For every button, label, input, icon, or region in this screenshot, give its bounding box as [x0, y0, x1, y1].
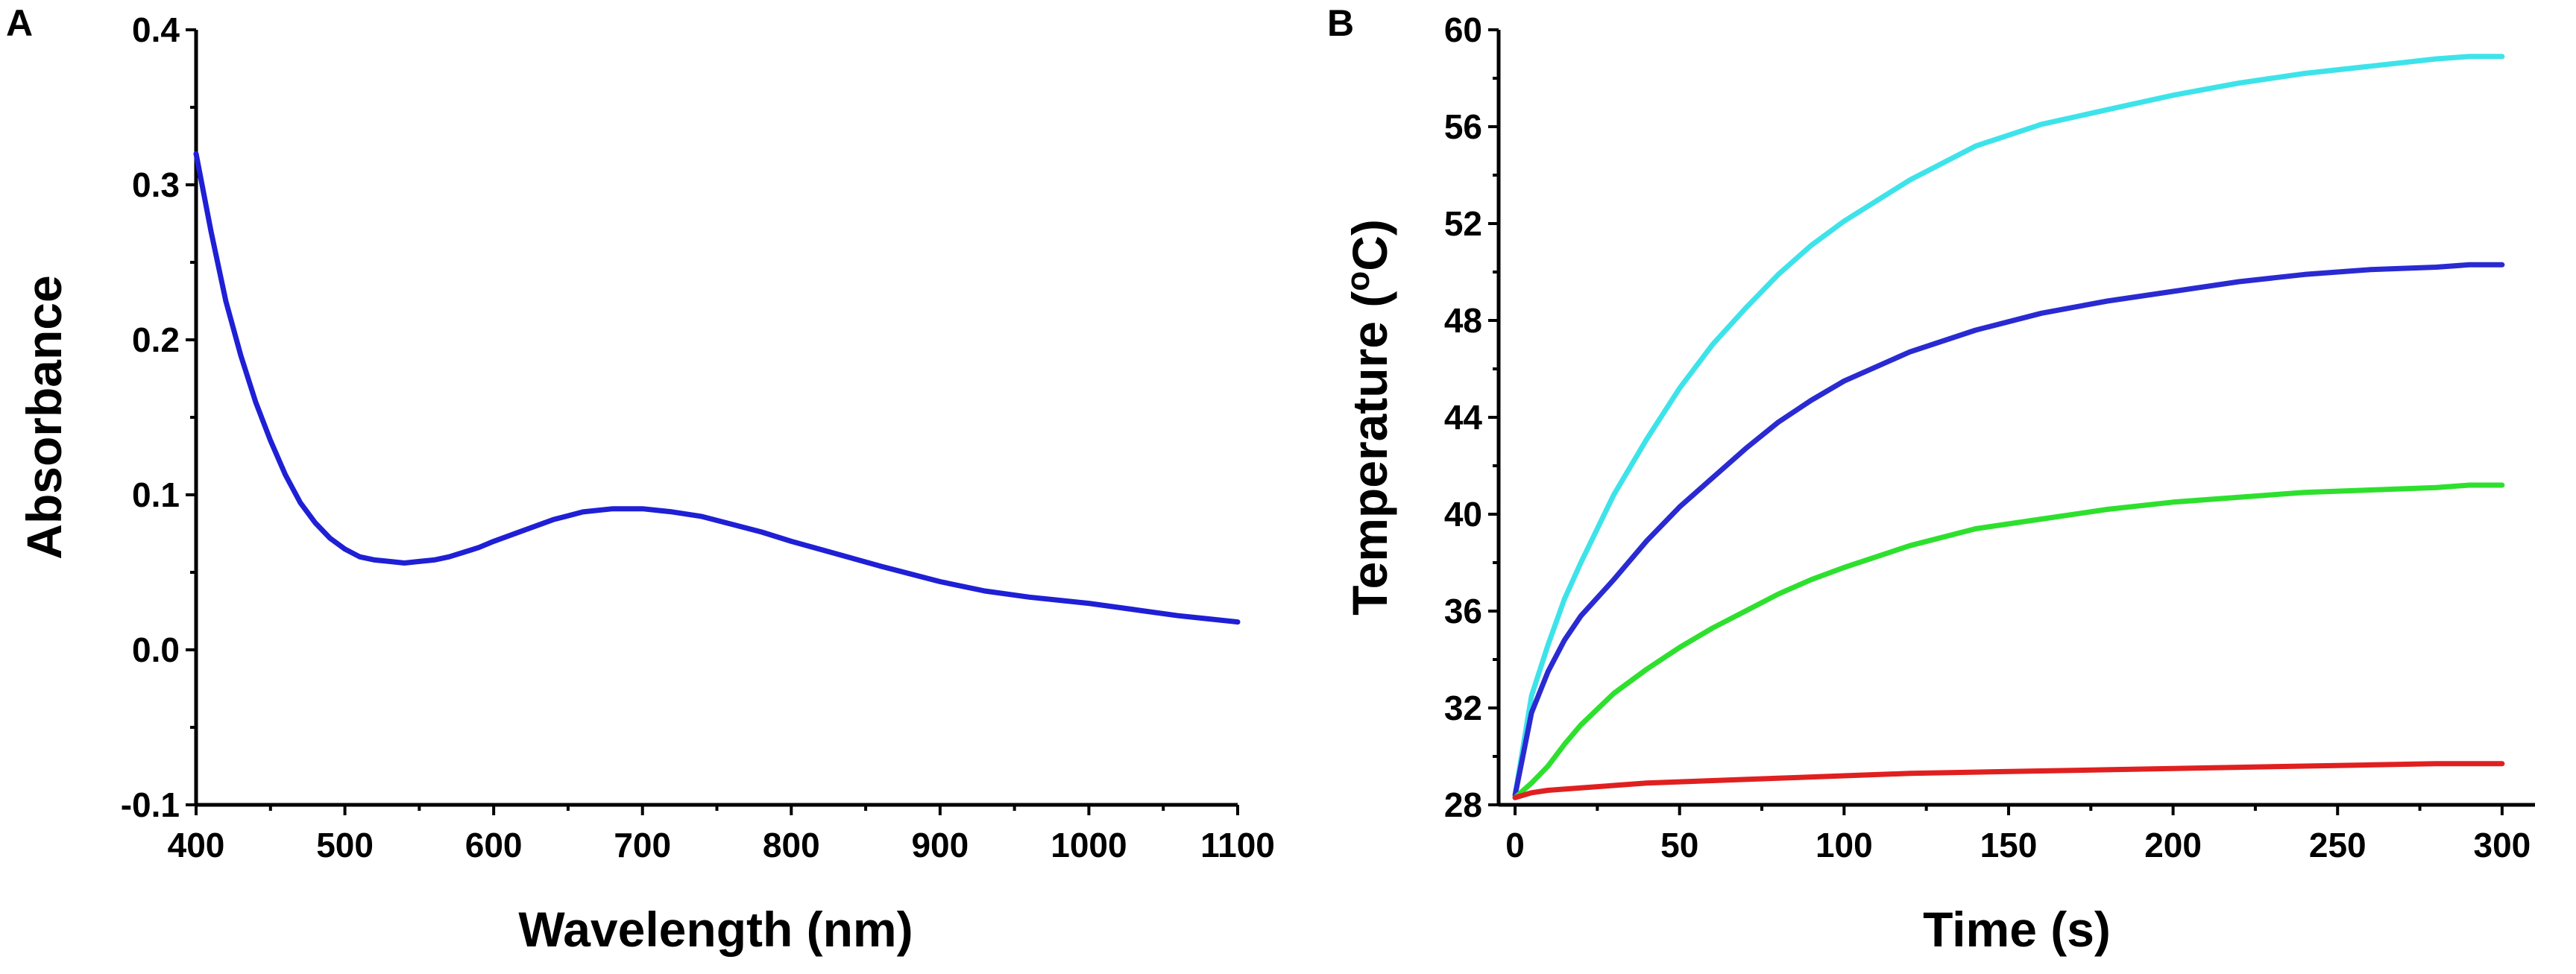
- panel-b-xtick-label: 50: [1660, 826, 1698, 864]
- panel-a-ytick-label: 0.2: [132, 320, 180, 359]
- panel-a-xtick-label: 600: [465, 826, 523, 864]
- panel-b-xtick-label: 150: [1980, 826, 2038, 864]
- panel-a-ytick-label: 0.3: [132, 165, 180, 204]
- panel-a-xtick-label: 700: [614, 826, 671, 864]
- panel-b-ytick-label: 36: [1444, 592, 1482, 630]
- panel-b-series-blue: [1512, 262, 2505, 798]
- panel-a-ytick-label: 0.1: [132, 475, 180, 514]
- panel-b-y-title-superscript: o: [1340, 271, 1376, 291]
- panel-b-y-title: Temperature (oC): [1340, 219, 1397, 616]
- panel-b-series-green: [1512, 482, 2505, 800]
- panel-b-xtick-label: 300: [2473, 826, 2531, 864]
- panel-b-series-cyan: [1512, 54, 2505, 798]
- panel-b-x-title: Time (s): [1923, 902, 2111, 957]
- panel-b-letter: B: [1327, 2, 1354, 44]
- panel-a-xtick-label: 900: [911, 826, 969, 864]
- panel-a: A -0.1 0.0 0.1 0.2 0.3 0.4 400 500 600 700 800 900…: [6, 2, 1275, 957]
- panel-a-letter: A: [6, 2, 33, 44]
- panel-b-xtick-label: 200: [2144, 826, 2202, 864]
- panel-a-x-title: Wavelength (nm): [518, 902, 913, 957]
- panel-a-ytick-label: 0.0: [132, 630, 180, 669]
- panel-b-ytick-label: 52: [1444, 204, 1482, 243]
- panel-a-xtick-label: 400: [168, 826, 225, 864]
- panel-b-ytick-label: 48: [1444, 301, 1482, 340]
- panel-b-y-title-suffix: C): [1342, 219, 1397, 271]
- panel-a-series-absorbance-spectrum: [193, 151, 1241, 625]
- panel-b-y-title-prefix: Temperature (: [1342, 291, 1397, 616]
- panel-a-xtick-label: 1100: [1200, 826, 1275, 864]
- panel-b-ytick-label: 28: [1444, 785, 1482, 824]
- panel-b-ytick-label: 44: [1444, 398, 1483, 437]
- panel-a-xtick-label: 500: [316, 826, 374, 864]
- panel-b-series-red: [1512, 761, 2505, 800]
- panel-b-ytick-label: 32: [1444, 689, 1482, 727]
- panel-a-xtick-label: 800: [763, 826, 820, 864]
- panel-b-xtick-label: 0: [1505, 826, 1525, 864]
- panel-b-xtick-label: 100: [1816, 826, 1873, 864]
- panel-a-xtick-label: 1000: [1051, 826, 1127, 864]
- panel-b-ytick-label: 60: [1444, 10, 1482, 49]
- panel-b-xtick-label: 250: [2309, 826, 2366, 864]
- panel-a-ytick-label: -0.1: [121, 785, 180, 824]
- panel-a-y-title: Absorbance: [16, 275, 72, 559]
- panel-a-ytick-label: 0.4: [132, 10, 180, 49]
- panel-b-ytick-label: 40: [1444, 495, 1482, 534]
- panel-b-ytick-label: 56: [1444, 107, 1482, 146]
